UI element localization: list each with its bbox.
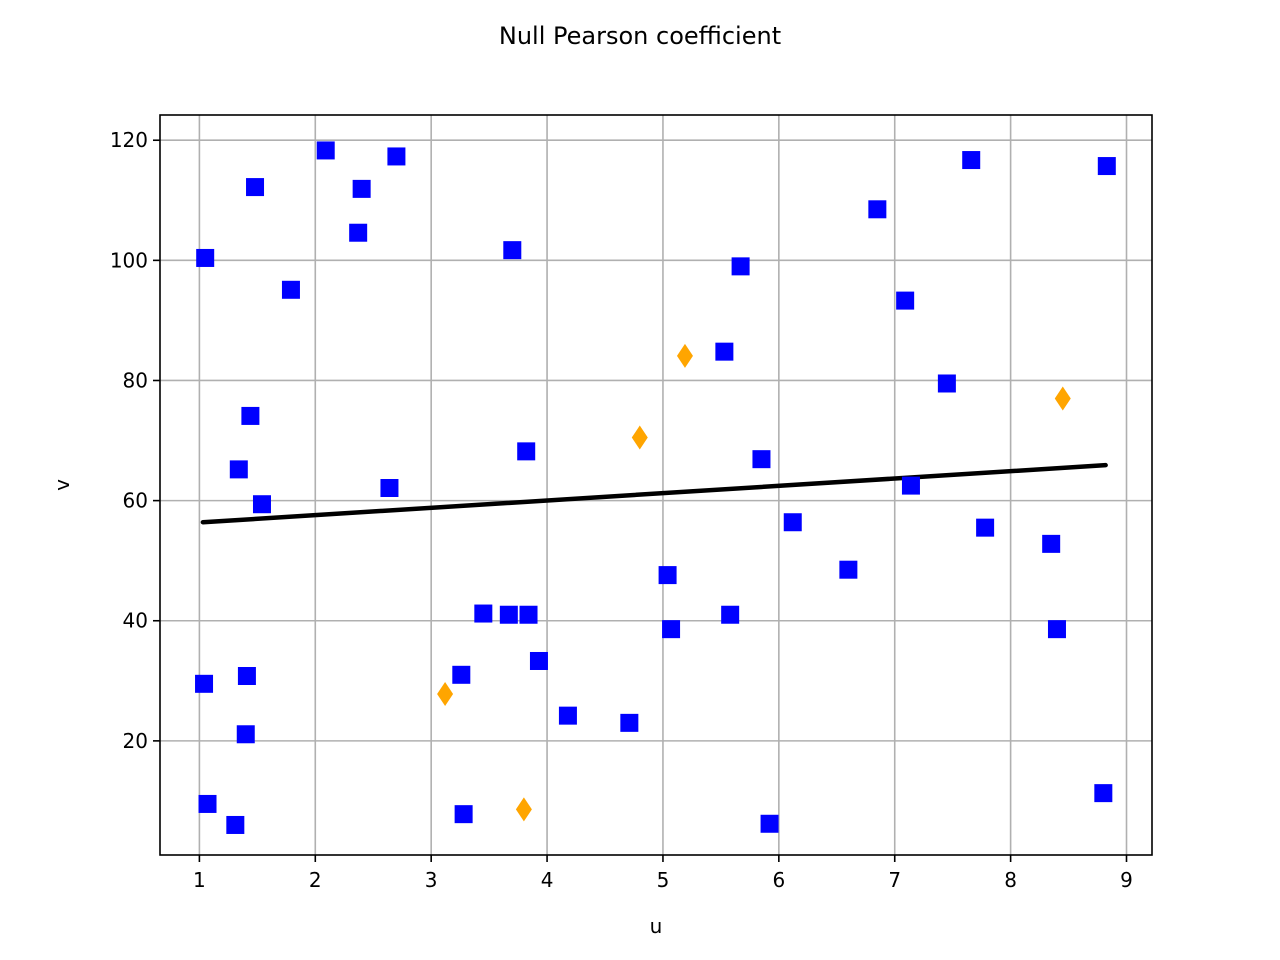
x-tick-label: 4 <box>541 868 554 892</box>
grid <box>160 115 1152 855</box>
square-point <box>721 605 740 624</box>
square-point <box>281 280 300 299</box>
square-point <box>783 513 802 532</box>
diamond-point <box>437 682 454 707</box>
x-tick-label: 1 <box>193 868 206 892</box>
square-point <box>901 476 920 495</box>
square-point <box>237 667 256 686</box>
square-point <box>380 479 399 498</box>
square-point <box>241 406 260 425</box>
square-point <box>499 605 518 624</box>
square-point <box>1097 157 1116 176</box>
y-axis-label: v <box>50 479 74 491</box>
square-point <box>454 805 473 824</box>
square-point <box>503 241 522 260</box>
data-points <box>195 141 1116 834</box>
square-point <box>868 200 887 219</box>
y-tick-label: 40 <box>123 609 148 633</box>
y-tick-label: 60 <box>123 489 148 513</box>
square-point <box>715 342 734 361</box>
diamond-point <box>676 343 693 368</box>
y-tick-label: 80 <box>123 368 148 392</box>
square-point <box>474 604 493 623</box>
square-point <box>452 665 471 684</box>
square-point <box>226 815 245 834</box>
x-tick-label: 2 <box>309 868 322 892</box>
square-point <box>236 725 255 744</box>
square-point <box>229 460 248 479</box>
square-point <box>620 713 639 732</box>
square-point <box>1042 534 1061 553</box>
x-axis-label: u <box>650 914 663 938</box>
square-point <box>896 291 915 310</box>
x-tick-label: 7 <box>888 868 901 892</box>
diamond-point <box>1054 386 1071 411</box>
square-point <box>1047 620 1066 639</box>
square-point <box>731 257 750 276</box>
square-point <box>962 151 981 170</box>
x-tick-label: 6 <box>772 868 785 892</box>
x-axis-ticks: 1 2 3 4 5 6 7 8 9 <box>193 855 1133 892</box>
square-point <box>387 147 406 166</box>
square-point <box>839 560 858 579</box>
x-tick-label: 9 <box>1120 868 1133 892</box>
x-tick-label: 3 <box>425 868 438 892</box>
square-point <box>558 706 577 725</box>
square-point <box>658 566 677 585</box>
y-axis-ticks: 20 40 60 80 100 120 <box>110 128 160 753</box>
square-point <box>976 518 995 537</box>
chart-title: Null Pearson coefficient <box>499 22 781 50</box>
plot-frame <box>159 114 1153 856</box>
square-point <box>529 651 548 670</box>
y-tick-label: 100 <box>110 248 148 272</box>
square-point <box>198 794 217 813</box>
square-point <box>519 605 538 624</box>
square-point <box>937 374 956 393</box>
square-point <box>517 442 536 461</box>
square-point <box>316 141 335 160</box>
square-point <box>196 248 215 267</box>
square-point <box>195 674 214 693</box>
trend-line-group <box>200 462 1108 525</box>
square-point <box>662 620 681 639</box>
x-tick-label: 8 <box>1004 868 1017 892</box>
diamond-point <box>515 797 532 822</box>
diamond-point <box>631 425 648 450</box>
trend-line <box>200 462 1108 525</box>
square-point <box>1094 784 1113 803</box>
square-point <box>252 495 271 514</box>
square-point <box>760 814 779 833</box>
x-tick-label: 5 <box>657 868 670 892</box>
y-tick-label: 20 <box>123 729 148 753</box>
square-point <box>752 450 771 469</box>
y-tick-label: 120 <box>110 128 148 152</box>
square-point <box>352 179 371 198</box>
square-point <box>246 178 265 197</box>
square-point <box>349 223 368 242</box>
